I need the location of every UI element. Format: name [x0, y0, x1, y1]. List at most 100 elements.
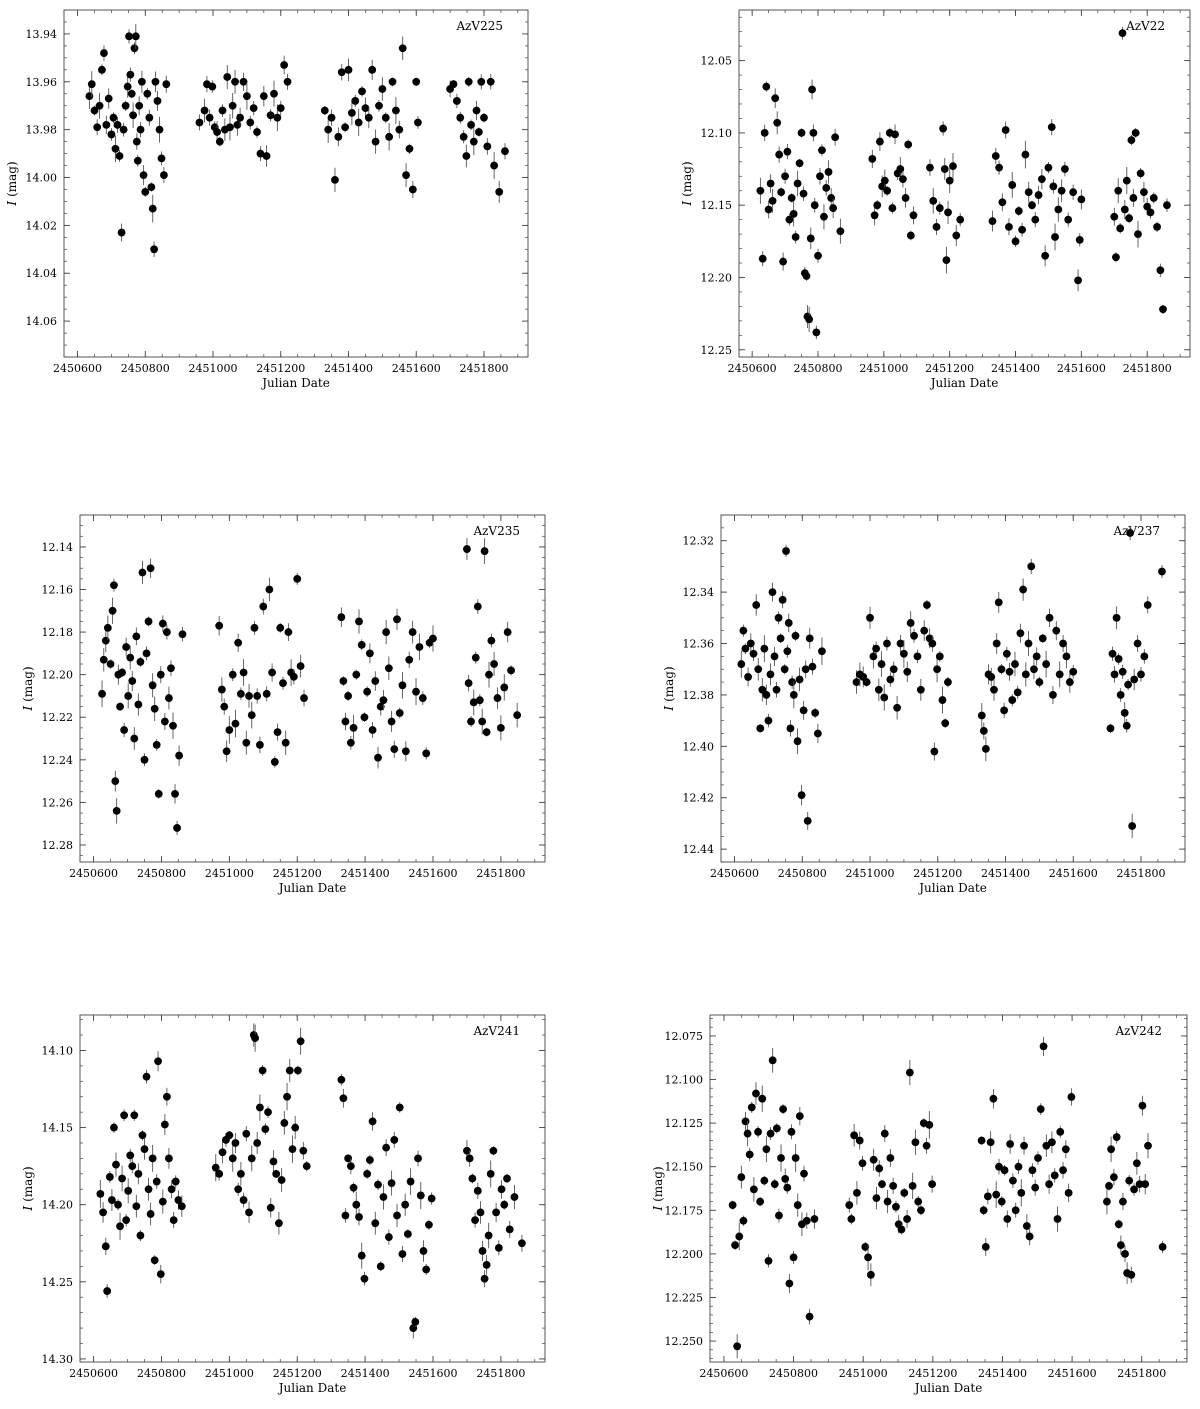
data-point	[760, 128, 769, 137]
data-point	[247, 711, 256, 720]
data-point	[302, 1162, 311, 1171]
data-point	[1056, 1127, 1065, 1136]
data-point	[1137, 670, 1145, 679]
data-point	[793, 1201, 802, 1209]
data-point	[752, 601, 761, 609]
data-point	[933, 665, 941, 674]
data-point	[122, 1216, 131, 1225]
star-name-label: AzV225	[455, 19, 503, 33]
data-point	[756, 724, 765, 733]
y-axis-label: I(mag)	[5, 161, 19, 206]
x-tick-label: 2450800	[769, 1367, 818, 1380]
data-point	[382, 1143, 391, 1152]
data-point	[110, 1123, 118, 1132]
y-tick-label: 12.250	[665, 1335, 704, 1348]
data-point	[355, 1213, 363, 1221]
data-point	[808, 85, 816, 94]
x-tick-label: 2450600	[710, 867, 759, 880]
data-point	[1055, 670, 1064, 679]
data-point	[160, 1120, 169, 1129]
data-point	[261, 1125, 270, 1134]
data-point	[764, 205, 773, 214]
data-point	[904, 140, 913, 149]
data-point	[929, 196, 938, 205]
data-point	[847, 1215, 856, 1223]
data-point	[101, 636, 110, 645]
data-point	[422, 1265, 431, 1274]
data-point	[870, 211, 879, 220]
data-point	[1140, 188, 1148, 197]
data-point	[225, 1131, 234, 1140]
data-point	[803, 816, 812, 825]
data-point	[124, 1186, 133, 1195]
panel-azv242: 2450600 2450800 2451000 2451200 2451400 24516…	[620, 1005, 1200, 1409]
data-point	[791, 233, 800, 241]
data-point	[858, 1159, 867, 1168]
data-point	[507, 666, 515, 675]
x-tick-label: 2451200	[273, 867, 322, 880]
data-point	[299, 1146, 308, 1155]
data-point	[1028, 1166, 1037, 1175]
data-point	[1153, 222, 1161, 231]
data-point	[236, 1169, 245, 1178]
data-point	[144, 617, 153, 626]
data-point	[341, 1211, 350, 1220]
data-point	[888, 204, 897, 212]
data-point	[337, 613, 346, 622]
data-point	[218, 1148, 227, 1157]
data-point	[944, 208, 952, 217]
data-point	[239, 77, 248, 86]
data-point	[1013, 688, 1022, 697]
x-tick-label: 2451000	[846, 867, 895, 880]
data-point	[486, 1169, 495, 1178]
data-point	[132, 632, 141, 641]
data-point	[1051, 233, 1059, 241]
data-point	[1011, 660, 1019, 668]
data-point	[1136, 169, 1145, 178]
data-point	[795, 1112, 804, 1121]
data-point	[909, 211, 918, 220]
y-tick-label: 12.42	[683, 792, 715, 805]
data-point	[279, 679, 287, 688]
y-tick-label: 12.200	[665, 1248, 704, 1261]
data-point	[945, 176, 954, 185]
data-point	[365, 1156, 374, 1164]
data-point	[154, 1057, 162, 1066]
x-tick-label: 2450800	[794, 362, 843, 375]
data-point	[1158, 567, 1166, 576]
data-point	[875, 1164, 884, 1173]
y-tick-label: 12.150	[665, 1161, 704, 1174]
data-point	[989, 1094, 998, 1103]
data-point	[111, 144, 120, 153]
data-points	[98, 538, 522, 835]
data-point	[814, 251, 822, 260]
data-point	[482, 1260, 491, 1269]
data-point	[150, 704, 159, 713]
data-point	[1074, 276, 1082, 285]
data-point	[344, 1154, 353, 1163]
data-point	[906, 231, 915, 240]
data-point	[412, 687, 420, 696]
data-point	[108, 1196, 116, 1204]
data-point	[896, 165, 905, 173]
data-point	[398, 1250, 407, 1258]
data-point	[1146, 208, 1155, 217]
data-point	[120, 726, 129, 734]
data-point	[239, 1196, 248, 1204]
data-point	[880, 1129, 889, 1138]
data-point	[741, 644, 750, 653]
data-point	[118, 668, 126, 677]
data-point	[228, 670, 237, 679]
data-point	[220, 702, 229, 711]
data-point	[463, 1146, 471, 1155]
data-point	[387, 1179, 396, 1188]
data-point	[874, 685, 883, 694]
y-tick-label: 14.04	[26, 267, 58, 280]
data-point	[251, 1034, 260, 1043]
data-point	[1077, 195, 1086, 204]
data-point	[398, 681, 407, 690]
data-point	[784, 619, 793, 627]
data-point	[1049, 182, 1058, 191]
data-point	[116, 1222, 124, 1231]
data-point	[110, 581, 118, 590]
